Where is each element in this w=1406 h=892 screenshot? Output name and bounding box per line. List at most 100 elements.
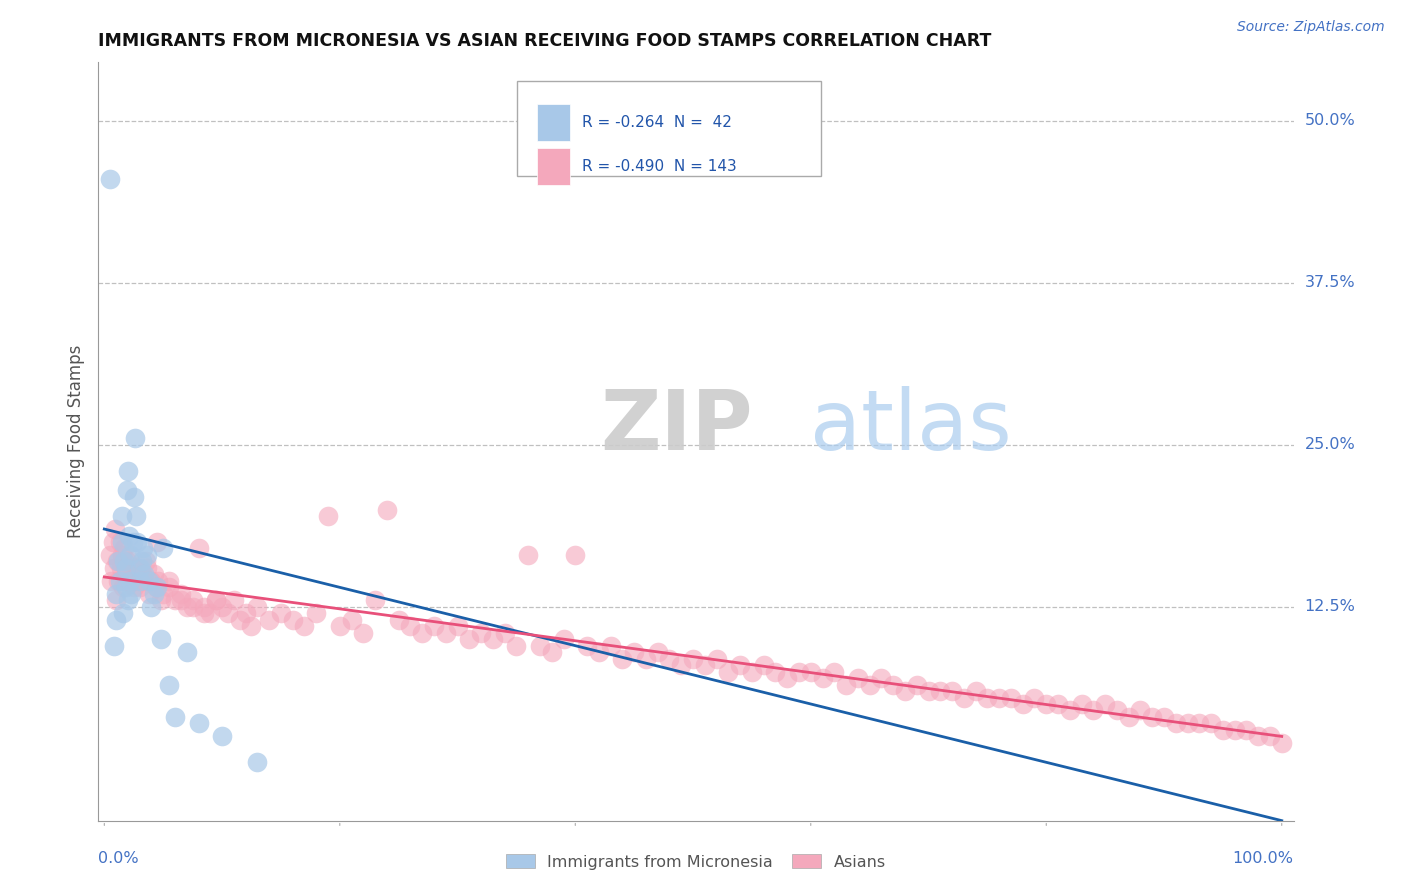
Point xyxy=(145,580,167,594)
Point xyxy=(316,509,339,524)
Point xyxy=(122,574,145,588)
Point xyxy=(141,574,163,588)
Point xyxy=(240,619,263,633)
Point xyxy=(811,671,834,685)
Point xyxy=(1258,730,1281,744)
Point xyxy=(115,483,138,497)
Point xyxy=(728,658,751,673)
Point xyxy=(658,651,681,665)
Point xyxy=(434,625,457,640)
Point xyxy=(364,593,387,607)
Point xyxy=(205,593,228,607)
Point xyxy=(1188,716,1211,731)
Point xyxy=(105,587,128,601)
Point xyxy=(152,541,174,556)
Text: atlas: atlas xyxy=(810,386,1011,467)
Text: R = -0.490  N = 143: R = -0.490 N = 143 xyxy=(582,159,737,174)
Point xyxy=(1000,690,1022,705)
Point xyxy=(138,587,160,601)
Point xyxy=(163,710,186,724)
Point xyxy=(1011,697,1033,711)
Point xyxy=(1223,723,1246,737)
Point xyxy=(163,593,186,607)
Point xyxy=(105,554,128,568)
Point xyxy=(157,677,180,691)
Point xyxy=(117,593,139,607)
Point xyxy=(870,671,893,685)
Point xyxy=(105,593,128,607)
Text: ZIP: ZIP xyxy=(600,386,752,467)
Point xyxy=(117,574,139,588)
Point xyxy=(1059,703,1081,717)
Point xyxy=(941,684,963,698)
Point xyxy=(765,665,787,679)
Point xyxy=(127,561,149,575)
Point xyxy=(110,561,132,575)
Point xyxy=(1105,703,1128,717)
Point xyxy=(157,580,180,594)
Point xyxy=(623,645,645,659)
Text: IMMIGRANTS FROM MICRONESIA VS ASIAN RECEIVING FOOD STAMPS CORRELATION CHART: IMMIGRANTS FROM MICRONESIA VS ASIAN RECE… xyxy=(98,32,991,50)
Point xyxy=(752,658,775,673)
Point xyxy=(246,599,269,614)
Point xyxy=(134,567,156,582)
Point xyxy=(114,580,136,594)
Point xyxy=(1129,703,1152,717)
Point xyxy=(929,684,952,698)
Point xyxy=(294,619,316,633)
Point xyxy=(148,574,170,588)
Point xyxy=(953,690,976,705)
Point xyxy=(228,613,250,627)
Point xyxy=(142,587,165,601)
Point xyxy=(787,665,810,679)
Point xyxy=(281,613,304,627)
Point xyxy=(612,651,634,665)
Point xyxy=(741,665,763,679)
Point xyxy=(142,567,165,582)
Point xyxy=(112,554,135,568)
Point xyxy=(682,651,704,665)
Point xyxy=(138,574,160,588)
Point xyxy=(128,574,150,588)
Legend: Immigrants from Micronesia, Asians: Immigrants from Micronesia, Asians xyxy=(506,854,886,870)
Point xyxy=(1199,716,1222,731)
Point xyxy=(101,535,124,549)
Point xyxy=(1142,710,1164,724)
Point xyxy=(388,613,411,627)
Point xyxy=(458,632,481,647)
Point xyxy=(105,613,128,627)
FancyBboxPatch shape xyxy=(537,148,571,185)
Point xyxy=(835,677,858,691)
Point xyxy=(1177,716,1199,731)
Point xyxy=(399,619,422,633)
Point xyxy=(124,561,146,575)
Text: 12.5%: 12.5% xyxy=(1305,599,1355,615)
Point xyxy=(553,632,575,647)
Point xyxy=(128,561,150,575)
Point xyxy=(134,574,156,588)
Point xyxy=(170,593,193,607)
Point xyxy=(647,645,669,659)
Point xyxy=(588,645,610,659)
Point xyxy=(121,535,143,549)
Point xyxy=(152,587,174,601)
Point xyxy=(529,639,551,653)
Point xyxy=(108,574,131,588)
Point xyxy=(1236,723,1258,737)
Point xyxy=(423,619,446,633)
Text: 100.0%: 100.0% xyxy=(1233,851,1294,866)
Point xyxy=(181,593,204,607)
Point xyxy=(125,509,148,524)
Point xyxy=(149,593,172,607)
Point xyxy=(882,677,904,691)
Point xyxy=(176,599,198,614)
Point xyxy=(115,554,138,568)
Point xyxy=(104,522,127,536)
Y-axis label: Receiving Food Stamps: Receiving Food Stamps xyxy=(66,345,84,538)
Point xyxy=(1047,697,1070,711)
Point xyxy=(111,509,134,524)
Point xyxy=(859,677,882,691)
Point xyxy=(120,574,142,588)
Point xyxy=(599,639,621,653)
Text: Source: ZipAtlas.com: Source: ZipAtlas.com xyxy=(1237,20,1385,34)
